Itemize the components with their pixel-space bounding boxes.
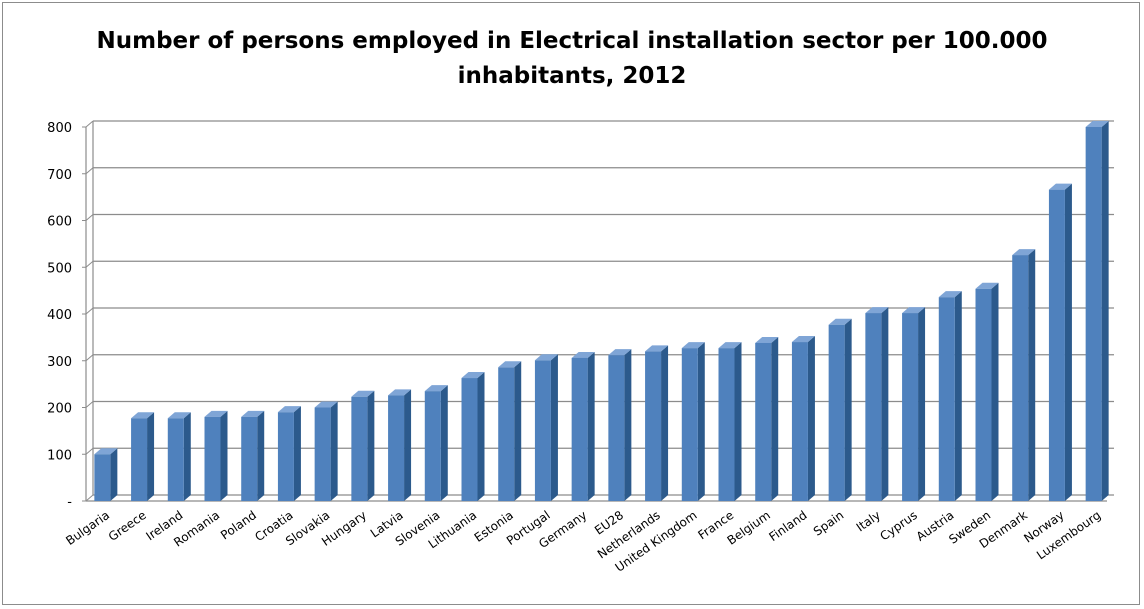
y-tick-label: 600	[47, 215, 72, 230]
bar	[902, 307, 926, 501]
bar	[975, 282, 999, 501]
y-tick-label: 500	[47, 261, 72, 276]
y-tick-label: 700	[47, 168, 72, 183]
bar	[1085, 121, 1109, 501]
bar	[608, 349, 632, 501]
x-tick-label: Greece	[106, 508, 149, 544]
bar	[204, 410, 228, 501]
bar	[645, 345, 669, 501]
x-axis-labels: BulgariaGreeceIrelandRomaniaPolandCroati…	[63, 508, 1103, 575]
bar	[938, 291, 962, 501]
gridline-depth	[85, 401, 94, 408]
gridline-depth	[85, 167, 94, 175]
x-tick-label: Poland	[218, 508, 259, 542]
gridline-depth	[85, 307, 94, 315]
bar	[131, 412, 155, 501]
bar	[277, 406, 301, 501]
bar	[314, 401, 338, 501]
gridline-depth	[85, 354, 94, 362]
gridline-depth	[85, 447, 94, 455]
bar	[534, 354, 558, 501]
bar	[388, 389, 412, 501]
bar	[1012, 249, 1036, 501]
bar	[424, 385, 448, 501]
gridline-depth	[85, 494, 94, 502]
gridline-depth	[85, 214, 94, 221]
bar	[94, 448, 118, 501]
bar	[755, 336, 779, 501]
y-tick-label: 100	[47, 448, 72, 463]
bar	[498, 361, 522, 501]
bar	[718, 342, 742, 501]
x-tick-label: Spain	[811, 508, 846, 539]
bar	[828, 318, 852, 501]
x-tick-label: Bulgaria	[63, 508, 112, 548]
bar	[351, 390, 375, 501]
y-tick-label: -	[67, 495, 72, 510]
x-tick-label: Finland	[766, 508, 809, 544]
y-tick-label: 800	[47, 121, 72, 136]
bar	[681, 342, 705, 501]
bar	[167, 412, 191, 501]
bar	[241, 410, 265, 501]
bars	[94, 121, 1109, 501]
bar	[571, 351, 595, 501]
x-tick-label: Cyprus	[877, 508, 919, 543]
y-tick-label: 200	[47, 402, 72, 417]
chart-title: Number of persons employed in Electrical…	[96, 28, 1048, 89]
y-tick-label: 400	[47, 308, 72, 323]
bar	[1048, 183, 1072, 501]
y-tick-label: 300	[47, 355, 72, 370]
bar	[791, 336, 815, 501]
bar	[865, 307, 889, 501]
bar	[461, 372, 485, 501]
gridline-depth	[85, 260, 94, 268]
x-tick-label: Luxembourg	[1034, 508, 1103, 562]
gridline-depth	[85, 120, 94, 128]
